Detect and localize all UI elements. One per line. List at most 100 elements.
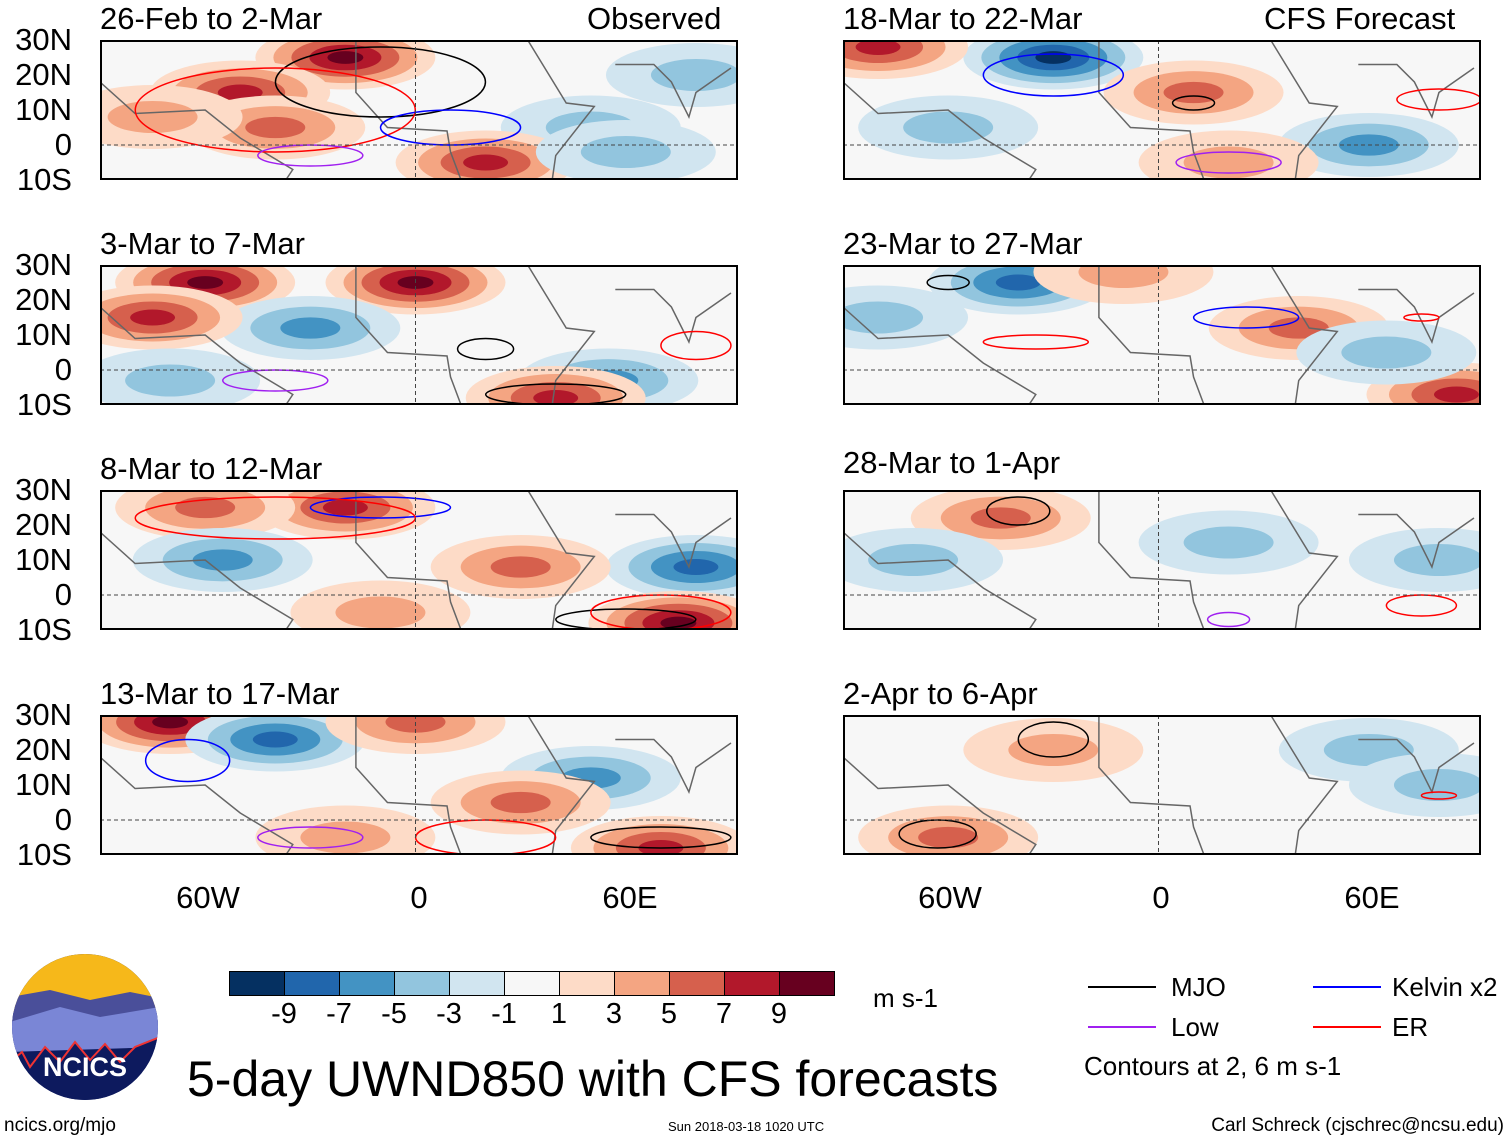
anomaly-shading [1393,769,1481,801]
anomaly-shading [1393,544,1481,576]
panel-frame [100,265,738,405]
anomaly-shading [245,116,306,139]
contour-mjo [986,496,1051,526]
anomaly-shading [300,821,391,854]
anomaly-shading [327,51,364,64]
coastlines [100,715,732,855]
anomaly-shading [252,731,298,748]
anomaly-shading [130,309,176,326]
colorbar-label: -1 [491,998,517,1030]
contour-er [660,330,732,361]
anomaly-shading [1035,51,1072,64]
lat-label: 10S [16,387,72,422]
contour-note: Contours at 2, 6 m s-1 [1084,1051,1342,1081]
panel-title: 3-Mar to 7-Mar [100,226,305,261]
lat-label: 10N [15,542,72,577]
anomaly-shading [1433,386,1479,403]
anomaly-shading [533,390,579,405]
anomaly-shading [125,364,216,397]
colorbar-swatch [340,972,395,995]
lat-label: 20N [15,732,72,767]
contour-mjo [456,337,515,361]
contour-er [1403,313,1440,322]
colorbar-units: m s-1 [873,983,938,1013]
anomaly-shading [1183,146,1274,179]
anomaly-shading [187,276,224,289]
lat-label: 0 [54,577,72,612]
legend-label-kelvin: Kelvin x2 [1392,972,1498,1002]
contour-low [1175,151,1282,174]
panel-frame [100,490,738,630]
lat-label: 0 [54,127,72,162]
footer-url[interactable]: ncics.org/mjo [4,1115,116,1136]
lon-label: 60E [1344,880,1400,915]
lon-label: 0 [410,880,428,915]
colorbar-swatch [615,972,670,995]
lat-label: 30N [15,247,72,282]
legend-line-er [1313,1026,1381,1028]
footer-author: Carl Schreck (cjschrec@ncsu.edu) [1211,1115,1504,1136]
map-panel [100,715,738,855]
contour-kelvin-x2 [982,53,1125,97]
contour-er [982,334,1090,350]
colorbar-label: -5 [381,998,407,1030]
panel-frame [100,40,738,180]
figure-title: 5-day UWND850 with CFS forecasts [187,1051,999,1107]
coastlines [100,490,732,630]
legend-line-mjo [1088,986,1156,988]
anomaly-shading [280,317,341,339]
anomaly-shading [903,111,994,144]
panel-title: 23-Mar to 27-Mar [843,226,1083,261]
anomaly-shading [107,101,198,133]
anomaly-shading [970,507,1031,529]
panel-frame [843,40,1481,180]
coastlines [843,40,1475,180]
contour-low [257,826,364,849]
lat-label: 10N [15,92,72,127]
anomaly-shading [152,715,189,729]
lat-label: 10N [15,317,72,352]
colorbar-label: 3 [605,998,623,1030]
colorbar-swatch [780,972,834,995]
contour-mjo [484,383,627,405]
anomaly-shading [660,616,697,630]
anomaly-shading [868,544,959,576]
lat-label: 20N [15,57,72,92]
coastlines [843,490,1475,630]
legend-line-kelvin [1313,986,1381,988]
anomaly-shading [490,556,551,578]
anomaly-shading [192,549,253,571]
anomaly-shading [1183,526,1274,559]
contour-kelvin-x2 [1192,306,1300,329]
anomaly-shading [175,496,236,519]
anomaly-shading [995,274,1041,291]
panel-frame [843,715,1481,855]
legend-label-low: Low [1171,1012,1219,1042]
anomaly-shading [1163,81,1224,104]
panel-frame [843,490,1481,630]
legend-label-er: ER [1392,1012,1429,1042]
colorbar-label: -9 [271,998,297,1030]
colorbar-label: 1 [550,998,568,1030]
anomaly-shading [490,791,551,814]
contour-low [1206,611,1251,628]
lat-label: 30N [15,22,72,57]
colorbar-swatch [395,972,450,995]
coastlines [100,265,732,405]
panel-title: 28-Mar to 1-Apr [843,445,1061,480]
anomaly-shading [673,559,719,575]
anomaly-shading [463,154,509,171]
map-panel [100,265,738,405]
colorbar-swatch [560,972,615,995]
panel-title: 18-Mar to 22-Mar [843,1,1083,36]
lat-label: 0 [54,802,72,837]
contour-mjo [926,274,970,291]
contour-er [1420,791,1458,800]
lon-label: 0 [1152,880,1170,915]
contour-mjo [555,608,697,630]
contour-kelvin-x2 [309,496,452,519]
anomaly-shading [855,40,901,55]
colorbar-swatch [725,972,780,995]
panel-frame [100,715,738,855]
contour-er [1385,594,1458,617]
